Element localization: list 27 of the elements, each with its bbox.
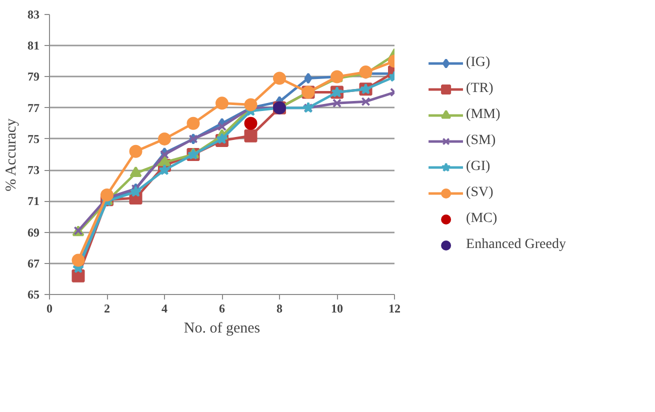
legend-label: (TR) (466, 81, 494, 97)
y-axis-title: % Accuracy (4, 118, 20, 192)
legend-label: (GI) (466, 159, 490, 175)
legend-label: (IG) (466, 55, 490, 71)
y-tick-label: 77 (28, 100, 40, 115)
x-tick-label: 2 (104, 302, 110, 316)
x-tick-label: 12 (388, 302, 400, 316)
legend-label: (SV) (466, 185, 494, 201)
y-tick-label: 71 (28, 194, 40, 208)
x-tick-label: 10 (331, 302, 343, 316)
y-tick-label: 65 (28, 288, 40, 302)
legend-label: Enhanced Greedy (466, 237, 566, 253)
y-tick-label: 81 (28, 38, 40, 53)
y-tick-label: 67 (28, 256, 40, 270)
y-tick-label: 83 (28, 8, 40, 22)
x-tick-label: 0 (46, 302, 52, 316)
y-tick-label: 75 (28, 132, 40, 146)
y-tick-label: 73 (28, 163, 40, 178)
legend-label: (SM) (466, 133, 496, 149)
legend-label: (MC) (466, 211, 498, 227)
x-axis-title: No. of genes (184, 320, 260, 336)
y-tick-label: 69 (28, 225, 40, 240)
y-tick-label: 79 (28, 70, 40, 84)
legend-label: (MM) (466, 107, 500, 123)
x-tick-label: 6 (219, 302, 225, 316)
x-tick-label: 8 (276, 302, 282, 316)
x-tick-label: 4 (162, 302, 168, 316)
